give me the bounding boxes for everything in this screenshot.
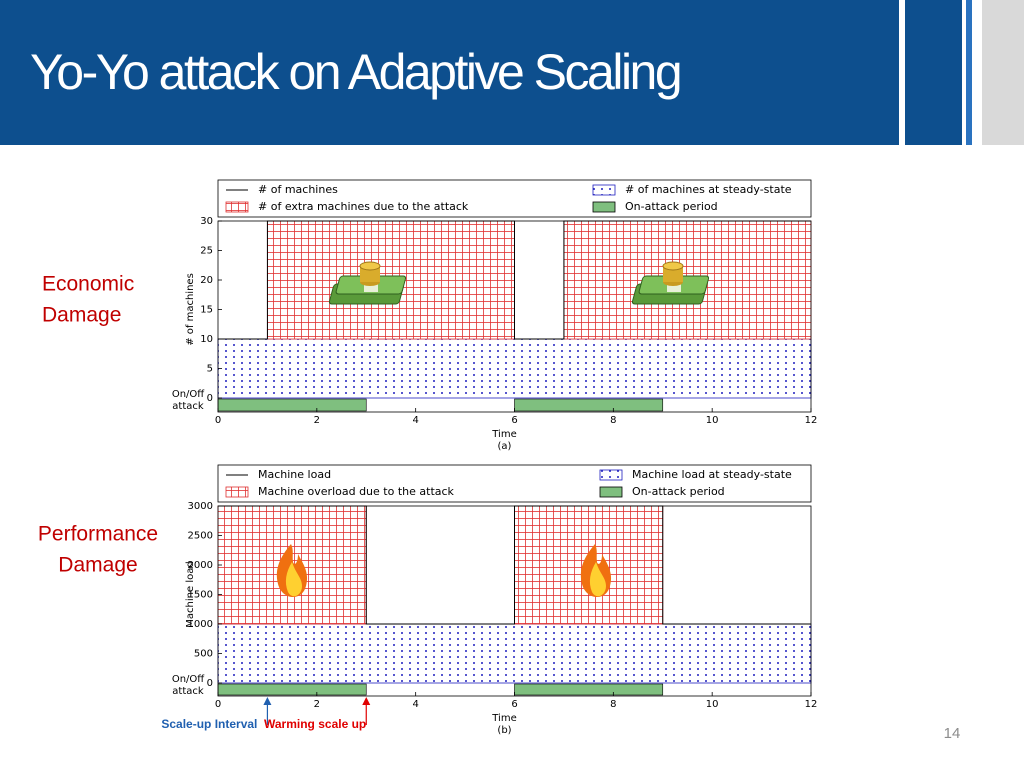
legend-label: Machine load <box>258 468 331 481</box>
x-axis-label: Time <box>491 429 516 440</box>
y-tick-label: 2000 <box>188 560 213 571</box>
x-tick-label: 4 <box>412 415 418 426</box>
y-tick-label: 5 <box>207 364 213 375</box>
y-tick-label: 30 <box>200 216 213 227</box>
on-off-label: On/Off <box>172 389 205 400</box>
money-icon <box>631 261 710 305</box>
y-tick-label: 1500 <box>188 590 213 601</box>
legend-swatch <box>599 486 623 498</box>
y-tick-label: 3000 <box>188 501 213 512</box>
x-tick-label: 4 <box>412 699 418 710</box>
side-label: Economic <box>42 273 134 296</box>
annotation-label: Warming scale up <box>264 717 366 731</box>
x-tick-label: 6 <box>511 415 517 426</box>
legend-box <box>217 179 812 218</box>
legend-label: Machine load at steady-state <box>632 468 792 481</box>
chart-caption: (a) <box>498 441 512 452</box>
x-tick-label: 8 <box>610 699 616 710</box>
legend-label: On-attack period <box>625 200 718 213</box>
legend-swatch <box>592 184 616 196</box>
step-line <box>218 505 811 625</box>
x-tick-label: 12 <box>805 699 818 710</box>
x-tick-label: 0 <box>215 415 221 426</box>
legend-label: # of machines at steady-state <box>625 183 792 196</box>
x-axis-label: Time <box>491 713 516 724</box>
side-label: Damage <box>58 554 137 577</box>
y-tick-label: 20 <box>200 275 213 286</box>
step-line <box>218 220 811 340</box>
header-stripe <box>962 0 966 145</box>
annotation-label: Scale-up Interval <box>161 717 257 731</box>
x-tick-label: 2 <box>314 699 320 710</box>
x-tick-label: 0 <box>215 699 221 710</box>
attack-period <box>514 683 664 696</box>
charts: # of machines # of extra machines due to … <box>161 179 818 736</box>
fire-icon <box>276 544 308 598</box>
y-tick-label: 0 <box>207 678 213 689</box>
header-stripe <box>966 0 972 145</box>
y-axis-label: Machine load <box>185 561 196 627</box>
header-bar <box>0 0 1024 145</box>
legend-box <box>217 464 812 503</box>
header-stripe <box>982 0 1024 145</box>
legend-swatch <box>225 201 249 213</box>
x-tick-label: 8 <box>610 415 616 426</box>
header-stripe <box>972 0 982 145</box>
header-stripe <box>899 0 905 145</box>
chart-caption: (b) <box>497 725 511 736</box>
legend-swatch <box>592 201 616 213</box>
y-tick-label: 0 <box>207 393 213 404</box>
legend-label: # of machines <box>258 183 338 196</box>
page-number: 14 <box>944 725 961 742</box>
attack-period <box>217 398 367 412</box>
legend-label: On-attack period <box>632 485 725 498</box>
x-tick-label: 6 <box>511 699 517 710</box>
y-tick-label: 1000 <box>188 619 213 630</box>
y-tick-label: 2500 <box>188 531 213 542</box>
y-tick-label: 10 <box>200 334 213 345</box>
icons <box>276 261 710 598</box>
steady-state-area <box>217 623 812 684</box>
legend-label: # of extra machines due to the attack <box>258 200 469 213</box>
legend-label: Machine overload due to the attack <box>258 485 455 498</box>
legend-swatch <box>599 469 623 481</box>
y-tick-label: 25 <box>200 246 213 257</box>
on-off-label: On/Off <box>172 674 205 685</box>
on-off-label: attack <box>172 686 204 697</box>
attack-period <box>514 398 664 412</box>
fire-icon <box>580 544 612 598</box>
side-label: Performance <box>38 523 158 546</box>
y-tick-label: 500 <box>194 649 213 660</box>
attack-period <box>217 683 367 696</box>
slide-title: Yo-Yo attack on Adaptive Scaling <box>30 44 680 100</box>
annotation-arrowhead <box>362 697 371 705</box>
steady-state-area <box>217 338 812 399</box>
x-tick-label: 10 <box>706 699 719 710</box>
x-tick-label: 12 <box>805 415 818 426</box>
y-axis-label: # of machines <box>185 273 196 346</box>
y-tick-label: 15 <box>200 305 213 316</box>
annotation-arrowhead <box>263 697 272 705</box>
side-label: Damage <box>42 304 121 327</box>
x-tick-label: 10 <box>706 415 719 426</box>
x-tick-label: 2 <box>314 415 320 426</box>
on-off-label: attack <box>172 401 204 412</box>
money-icon <box>328 261 407 305</box>
legend-swatch <box>225 486 249 498</box>
